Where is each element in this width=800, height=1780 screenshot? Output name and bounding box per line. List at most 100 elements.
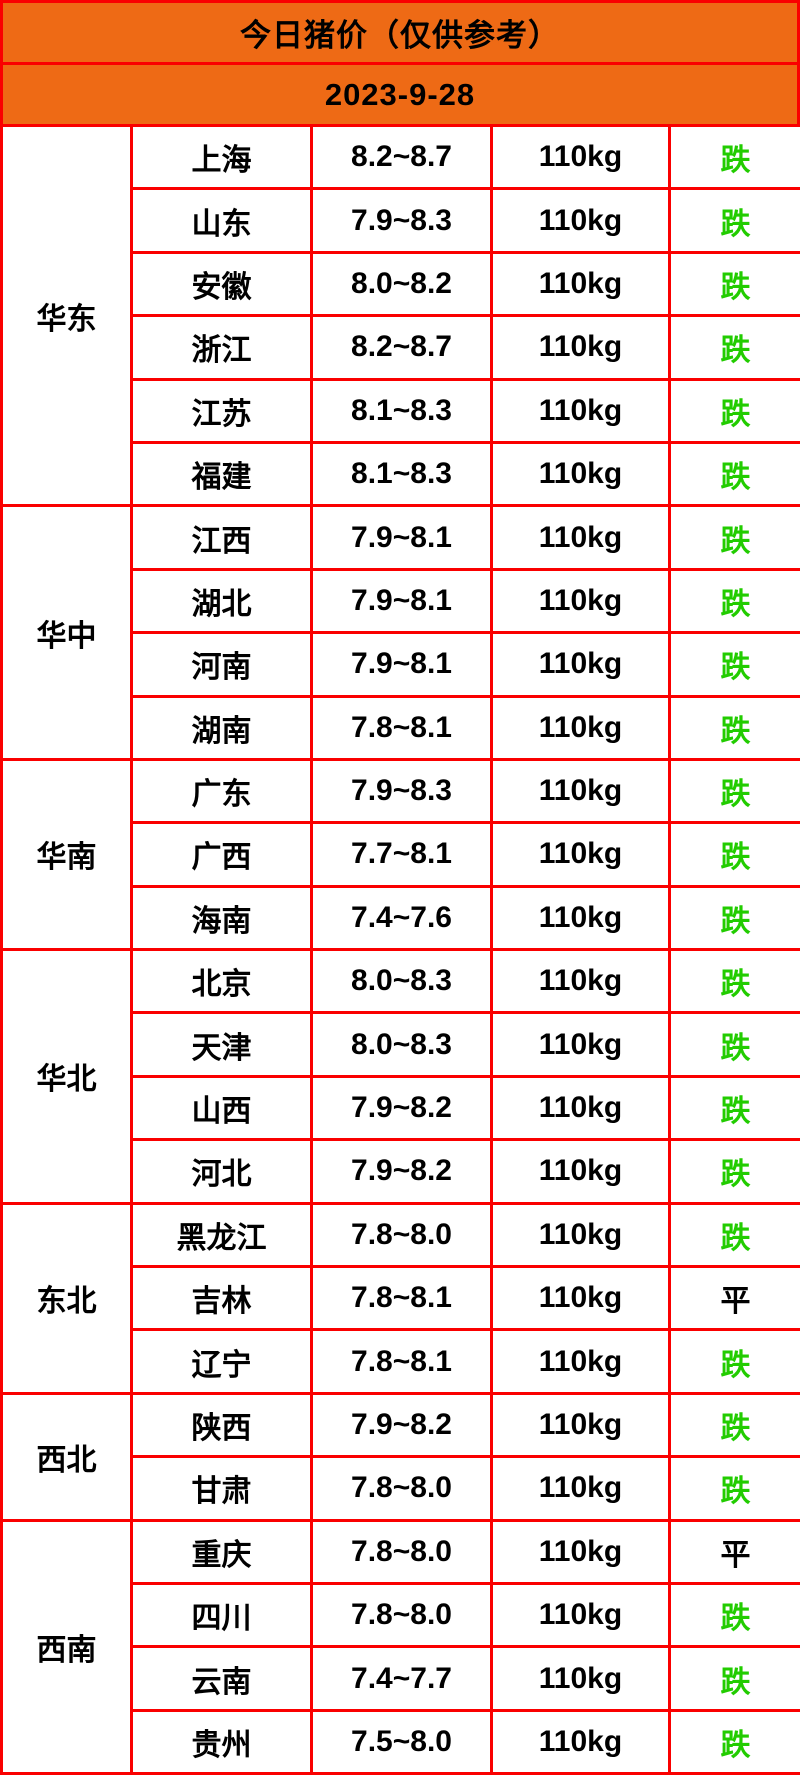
status-cell: 跌	[668, 1138, 800, 1205]
price-cell: 7.8~8.1	[310, 1328, 493, 1395]
table-row: 河南 7.9~8.1 110kg 跌	[2, 631, 800, 698]
status-cell: 跌	[668, 123, 800, 191]
table-row: 海南 7.4~7.6 110kg 跌	[2, 884, 800, 952]
weight-cell: 110kg	[490, 567, 671, 635]
table-row: 河北 7.9~8.2 110kg 跌	[2, 1138, 800, 1205]
table-row: 华东 上海 8.2~8.7 110kg 跌	[0, 123, 800, 508]
price-cell: 7.4~7.7	[310, 1645, 493, 1712]
province-cell: 安徽	[130, 250, 313, 318]
status-cell: 跌	[668, 314, 800, 381]
province-cell: 广西	[130, 821, 313, 888]
province-cell: 辽宁	[130, 1328, 313, 1395]
table-row: 辽宁 7.8~8.1 110kg 跌	[2, 1328, 800, 1395]
weight-cell: 110kg	[490, 1518, 671, 1585]
table-row: 贵州 7.5~8.0 110kg 跌	[2, 1708, 800, 1776]
table-row: 天津 8.0~8.3 110kg 跌	[2, 1011, 800, 1078]
price-cell: 7.8~8.0	[310, 1455, 493, 1522]
price-table: 华东 上海 8.2~8.7 110kg 跌 山东 7.9~8.3 110kg 跌…	[0, 123, 800, 1776]
province-cell: 江苏	[130, 377, 313, 444]
table-row: 华中 江西 7.9~8.1 110kg 跌	[0, 504, 800, 761]
weight-cell: 110kg	[490, 694, 671, 761]
price-cell: 7.9~8.1	[310, 567, 493, 635]
weight-cell: 110kg	[490, 1328, 671, 1395]
status-cell: 跌	[668, 757, 800, 825]
price-cell: 8.0~8.2	[310, 250, 493, 318]
price-cell: 7.5~8.0	[310, 1708, 493, 1776]
table-row: 浙江 8.2~8.7 110kg 跌	[2, 314, 800, 381]
province-cell: 福建	[130, 440, 313, 508]
province-cell: 黑龙江	[130, 1201, 313, 1269]
table-row: 吉林 7.8~8.1 110kg 平	[2, 1265, 800, 1332]
weight-cell: 110kg	[490, 1581, 671, 1649]
weight-cell: 110kg	[490, 631, 671, 698]
status-cell: 跌	[668, 821, 800, 888]
province-cell: 吉林	[130, 1265, 313, 1332]
status-cell: 跌	[668, 377, 800, 444]
price-cell: 7.9~8.2	[310, 1138, 493, 1205]
table-row: 山东 7.9~8.3 110kg 跌	[2, 187, 800, 254]
region-cell: 东北	[0, 1201, 133, 1395]
weight-cell: 110kg	[490, 1708, 671, 1776]
table-row: 四川 7.8~8.0 110kg 跌	[2, 1581, 800, 1649]
price-cell: 8.1~8.3	[310, 377, 493, 444]
table-row: 西南 重庆 7.8~8.0 110kg 平	[0, 1518, 800, 1776]
price-cell: 8.1~8.3	[310, 440, 493, 508]
price-cell: 8.2~8.7	[310, 123, 493, 191]
status-cell: 跌	[668, 631, 800, 698]
province-cell: 海南	[130, 884, 313, 952]
province-cell: 山东	[130, 187, 313, 254]
status-cell: 平	[668, 1265, 800, 1332]
weight-cell: 110kg	[490, 757, 671, 825]
table-row: 广西 7.7~8.1 110kg 跌	[2, 821, 800, 888]
status-cell: 跌	[668, 1201, 800, 1269]
table-row: 湖南 7.8~8.1 110kg 跌	[2, 694, 800, 761]
weight-cell: 110kg	[490, 821, 671, 888]
price-cell: 8.2~8.7	[310, 314, 493, 381]
status-cell: 跌	[668, 1391, 800, 1459]
province-cell: 浙江	[130, 314, 313, 381]
province-cell: 陕西	[130, 1391, 313, 1459]
weight-cell: 110kg	[490, 504, 671, 571]
province-cell: 湖南	[130, 694, 313, 761]
weight-cell: 110kg	[490, 250, 671, 318]
status-cell: 跌	[668, 884, 800, 952]
region-cell: 华北	[0, 948, 133, 1205]
price-cell: 7.9~8.1	[310, 631, 493, 698]
province-cell: 云南	[130, 1645, 313, 1712]
price-cell: 7.8~8.0	[310, 1201, 493, 1269]
region-cell: 华中	[0, 504, 133, 761]
status-cell: 跌	[668, 250, 800, 318]
province-cell: 广东	[130, 757, 313, 825]
table-row: 福建 8.1~8.3 110kg 跌	[2, 440, 800, 508]
region-cell: 西南	[0, 1518, 133, 1776]
weight-cell: 110kg	[490, 187, 671, 254]
weight-cell: 110kg	[490, 123, 671, 191]
price-cell: 7.8~8.0	[310, 1581, 493, 1649]
table-row: 西北 陕西 7.9~8.2 110kg 跌	[0, 1391, 800, 1522]
weight-cell: 110kg	[490, 1201, 671, 1269]
price-cell: 7.8~8.1	[310, 1265, 493, 1332]
table-row: 华北 北京 8.0~8.3 110kg 跌	[0, 948, 800, 1205]
status-cell: 跌	[668, 1455, 800, 1522]
price-cell: 8.0~8.3	[310, 1011, 493, 1078]
weight-cell: 110kg	[490, 948, 671, 1015]
weight-cell: 110kg	[490, 884, 671, 952]
province-cell: 天津	[130, 1011, 313, 1078]
price-cell: 7.9~8.3	[310, 757, 493, 825]
province-cell: 上海	[130, 123, 313, 191]
region-cell: 华东	[0, 123, 133, 508]
price-cell: 7.7~8.1	[310, 821, 493, 888]
province-cell: 山西	[130, 1074, 313, 1142]
weight-cell: 110kg	[490, 314, 671, 381]
status-cell: 跌	[668, 694, 800, 761]
region-cell: 华南	[0, 757, 133, 952]
weight-cell: 110kg	[490, 1391, 671, 1459]
price-cell: 7.4~7.6	[310, 884, 493, 952]
weight-cell: 110kg	[490, 1011, 671, 1078]
weight-cell: 110kg	[490, 1265, 671, 1332]
province-cell: 四川	[130, 1581, 313, 1649]
province-cell: 甘肃	[130, 1455, 313, 1522]
price-cell: 7.9~8.2	[310, 1391, 493, 1459]
province-cell: 河南	[130, 631, 313, 698]
table-row: 安徽 8.0~8.2 110kg 跌	[2, 250, 800, 318]
